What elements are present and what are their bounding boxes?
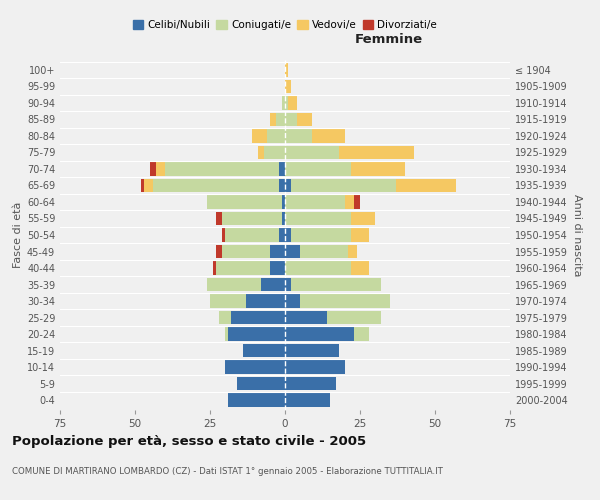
- Bar: [258, 146, 264, 159]
- Bar: [285, 311, 327, 324]
- Bar: [339, 146, 414, 159]
- Legend: Celibi/Nubili, Coniugati/e, Vedovi/e, Divorziati/e: Celibi/Nubili, Coniugati/e, Vedovi/e, Di…: [128, 16, 442, 34]
- Bar: [213, 261, 216, 275]
- Bar: [261, 278, 285, 291]
- Bar: [237, 377, 285, 390]
- Bar: [153, 178, 279, 192]
- Text: Popolazione per età, sesso e stato civile - 2005: Popolazione per età, sesso e stato civil…: [12, 435, 366, 448]
- Bar: [216, 244, 222, 258]
- Bar: [285, 344, 339, 358]
- Bar: [300, 244, 348, 258]
- Bar: [351, 162, 405, 175]
- Bar: [396, 178, 456, 192]
- Bar: [141, 178, 144, 192]
- Bar: [222, 212, 282, 226]
- Bar: [222, 228, 225, 242]
- Bar: [285, 63, 288, 76]
- Bar: [216, 261, 270, 275]
- Bar: [348, 244, 357, 258]
- Bar: [285, 178, 291, 192]
- Text: Femmine: Femmine: [355, 33, 422, 46]
- Bar: [270, 244, 285, 258]
- Bar: [345, 195, 354, 209]
- Bar: [252, 129, 267, 142]
- Bar: [156, 162, 165, 175]
- Bar: [285, 80, 291, 93]
- Bar: [285, 261, 351, 275]
- Bar: [288, 96, 297, 110]
- Bar: [351, 212, 375, 226]
- Bar: [282, 195, 285, 209]
- Text: COMUNE DI MARTIRANO LOMBARDO (CZ) - Dati ISTAT 1° gennaio 2005 - Elaborazione TU: COMUNE DI MARTIRANO LOMBARDO (CZ) - Dati…: [12, 468, 443, 476]
- Bar: [225, 360, 285, 374]
- Bar: [285, 129, 312, 142]
- Bar: [228, 394, 285, 407]
- Y-axis label: Fasce di età: Fasce di età: [13, 202, 23, 268]
- Bar: [207, 278, 261, 291]
- Bar: [351, 228, 369, 242]
- Bar: [165, 162, 279, 175]
- Bar: [231, 311, 285, 324]
- Bar: [228, 328, 285, 341]
- Bar: [291, 228, 351, 242]
- Bar: [285, 212, 351, 226]
- Bar: [285, 328, 354, 341]
- Bar: [225, 228, 279, 242]
- Bar: [276, 112, 285, 126]
- Bar: [354, 328, 369, 341]
- Y-axis label: Anni di nascita: Anni di nascita: [572, 194, 582, 276]
- Bar: [285, 162, 351, 175]
- Bar: [354, 195, 360, 209]
- Bar: [279, 228, 285, 242]
- Bar: [210, 294, 246, 308]
- Bar: [285, 112, 297, 126]
- Bar: [285, 278, 291, 291]
- Bar: [216, 212, 222, 226]
- Bar: [297, 112, 312, 126]
- Bar: [285, 394, 330, 407]
- Bar: [267, 129, 285, 142]
- Bar: [291, 278, 381, 291]
- Bar: [300, 294, 390, 308]
- Bar: [219, 311, 231, 324]
- Bar: [279, 178, 285, 192]
- Bar: [285, 294, 300, 308]
- Bar: [285, 377, 336, 390]
- Bar: [285, 195, 345, 209]
- Bar: [270, 261, 285, 275]
- Bar: [285, 244, 300, 258]
- Bar: [282, 212, 285, 226]
- Bar: [282, 96, 285, 110]
- Bar: [222, 244, 270, 258]
- Bar: [150, 162, 156, 175]
- Bar: [285, 96, 288, 110]
- Bar: [327, 311, 381, 324]
- Bar: [144, 178, 153, 192]
- Bar: [279, 162, 285, 175]
- Bar: [312, 129, 345, 142]
- Bar: [246, 294, 285, 308]
- Bar: [243, 344, 285, 358]
- Bar: [285, 360, 345, 374]
- Bar: [351, 261, 369, 275]
- Bar: [270, 112, 276, 126]
- Bar: [264, 146, 285, 159]
- Bar: [291, 178, 396, 192]
- Bar: [207, 195, 282, 209]
- Bar: [285, 228, 291, 242]
- Bar: [225, 328, 228, 341]
- Bar: [285, 146, 339, 159]
